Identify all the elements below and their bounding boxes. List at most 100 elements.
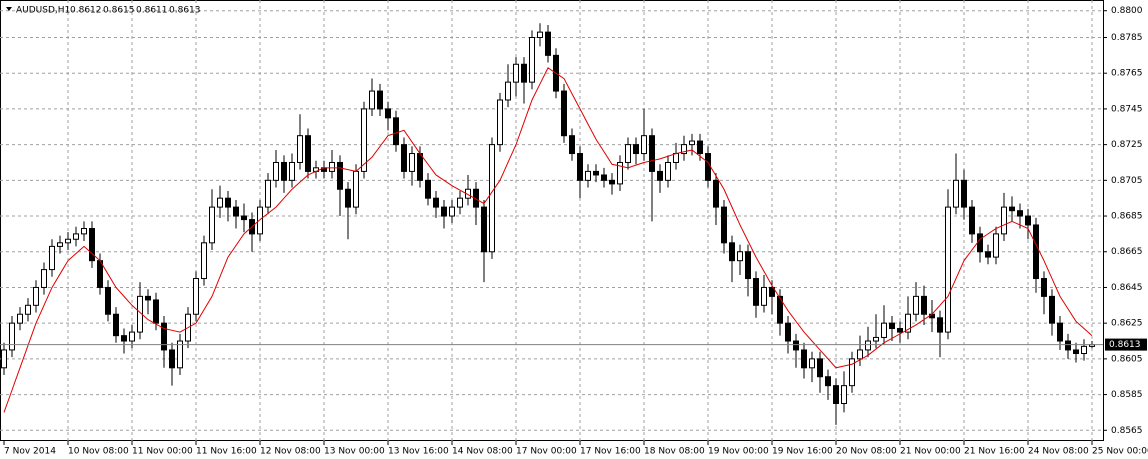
candle-body — [793, 340, 799, 351]
candle-body — [633, 144, 639, 155]
x-tick-label: 21 Nov 00:00 — [900, 447, 961, 457]
candle-body — [857, 349, 863, 360]
candle-body — [433, 197, 439, 208]
candle-body — [745, 251, 751, 280]
candle-body — [1049, 295, 1055, 324]
candle-body — [577, 153, 583, 181]
y-tick-label: 0.8705 — [1111, 176, 1143, 186]
candle-body — [1073, 349, 1079, 355]
candle-body — [297, 135, 303, 163]
candle-body — [545, 31, 551, 56]
candle-body — [817, 358, 823, 378]
candle-body — [369, 90, 375, 110]
candle-body — [153, 299, 159, 324]
candles — [1, 23, 1095, 425]
candle-body — [329, 161, 335, 172]
x-tick-label: 13 Nov 00:00 — [324, 447, 385, 457]
x-tick-label: 12 Nov 08:00 — [260, 447, 321, 457]
candle-body — [1065, 340, 1071, 351]
candle-body — [177, 340, 183, 369]
y-tick-label: 0.8685 — [1111, 212, 1143, 222]
candle-body — [713, 179, 719, 208]
candle-body — [649, 135, 655, 172]
candle-body — [161, 322, 167, 351]
candle-body — [737, 251, 743, 262]
candle-body — [609, 179, 615, 185]
candle-body — [497, 99, 503, 146]
candle-body — [9, 322, 15, 351]
y-tick-label: 0.8625 — [1111, 319, 1143, 329]
candle-body — [625, 144, 631, 163]
candle-body — [913, 295, 919, 315]
candle-body — [873, 336, 879, 342]
candle-body — [169, 349, 175, 369]
candle-body — [617, 161, 623, 185]
header-price: 0.8612 — [70, 6, 102, 16]
candle-body — [977, 233, 983, 253]
candle-body — [193, 278, 199, 315]
candle-body — [513, 63, 519, 83]
candle-body — [809, 358, 815, 369]
y-tick-label: 0.8745 — [1111, 104, 1143, 114]
candle-body — [401, 144, 407, 172]
candle-body — [673, 153, 679, 163]
plot-frame — [0, 0, 1104, 441]
candle-body — [225, 197, 231, 208]
candle-body — [585, 170, 591, 181]
candle-body — [641, 135, 647, 155]
x-tick-label: 21 Nov 16:00 — [964, 447, 1025, 457]
x-tick-label: 7 Nov 2014 — [4, 447, 56, 457]
candle-body — [377, 90, 383, 110]
candle-body — [97, 260, 103, 288]
symbol: AUDUSD,H1 — [16, 6, 70, 16]
candle-body — [593, 170, 599, 176]
candle-body — [537, 31, 543, 38]
candle-body — [385, 108, 391, 119]
candle-body — [1041, 278, 1047, 297]
candle-body — [657, 170, 663, 181]
candle-body — [25, 304, 31, 315]
candle-body — [561, 90, 567, 137]
candle-body — [337, 161, 343, 190]
candle-body — [1009, 206, 1015, 212]
candle-body — [89, 228, 95, 262]
candle-body — [529, 36, 535, 83]
candle-body — [689, 140, 695, 146]
candle-body — [601, 174, 607, 181]
candle-body — [905, 313, 911, 333]
candle-body — [449, 206, 455, 217]
header-price: 0.8613 — [169, 6, 201, 16]
candle-body — [353, 170, 359, 208]
candle-body — [257, 206, 263, 235]
x-tick-label: 18 Nov 08:00 — [644, 447, 705, 457]
y-tick-label: 0.8785 — [1111, 33, 1143, 43]
y-tick-label: 0.8605 — [1111, 354, 1143, 364]
x-tick-label: 14 Nov 08:00 — [452, 447, 513, 457]
candle-body — [993, 233, 999, 258]
candle-body — [897, 328, 903, 333]
y-tick-label: 0.8565 — [1111, 426, 1143, 436]
candle-body — [1, 349, 7, 369]
moving-average — [3, 67, 1093, 413]
candle-body — [1017, 210, 1023, 217]
candle-body — [425, 179, 431, 199]
candle-body — [945, 206, 951, 333]
candle-body — [81, 228, 87, 235]
candle-body — [201, 242, 207, 280]
candle-body — [345, 188, 351, 208]
candle-body — [681, 144, 687, 155]
y-tick-label: 0.8665 — [1111, 247, 1143, 257]
x-tick-label: 19 Nov 16:00 — [772, 447, 833, 457]
candle-body — [833, 385, 839, 405]
candle-body — [1033, 224, 1039, 280]
header-price: 0.8611 — [136, 6, 168, 16]
candle-body — [753, 278, 759, 306]
candle-body — [489, 144, 495, 253]
candle-body — [953, 179, 959, 208]
candle-body — [121, 335, 127, 342]
x-tick-label: 20 Nov 08:00 — [836, 447, 897, 457]
candle-body — [697, 140, 703, 155]
candle-body — [721, 206, 727, 244]
candle-body — [1001, 206, 1007, 235]
candle-body — [505, 81, 511, 101]
